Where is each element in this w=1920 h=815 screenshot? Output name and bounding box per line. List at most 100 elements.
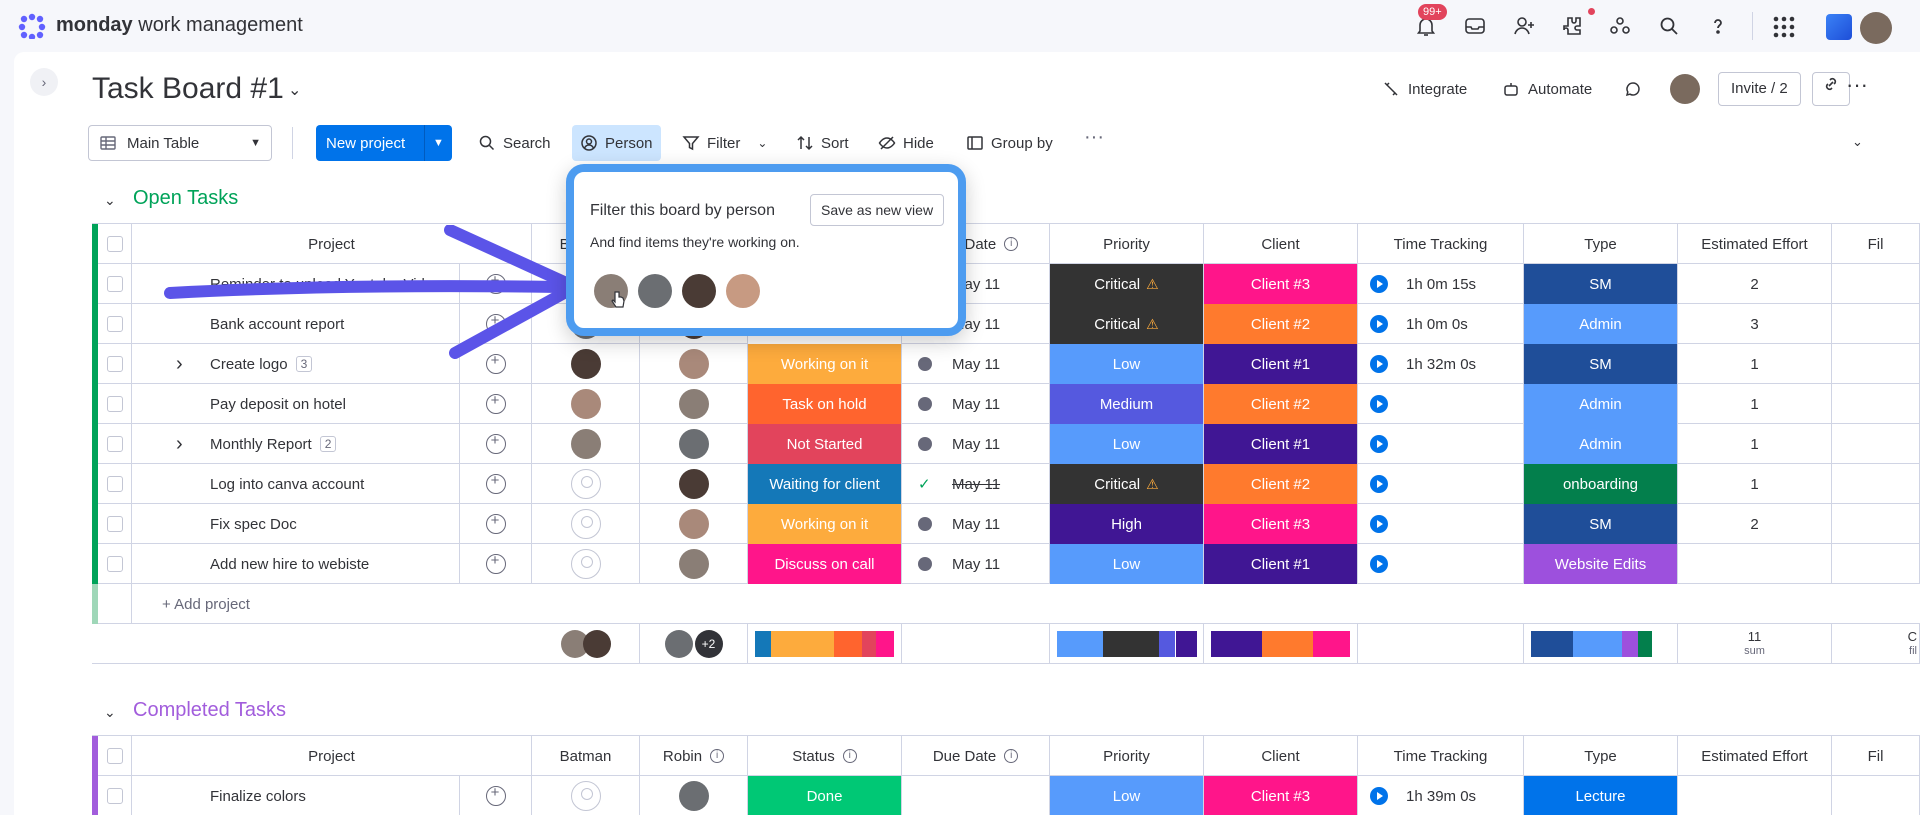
inbox-icon[interactable] <box>1463 14 1487 38</box>
effort-cell[interactable] <box>1678 776 1832 815</box>
time-tracking-cell[interactable] <box>1358 424 1524 464</box>
project-cell[interactable]: Fix spec Doc <box>132 504 460 544</box>
row-checkbox[interactable] <box>106 356 123 372</box>
play-timer-icon[interactable] <box>1370 275 1388 293</box>
project-name[interactable]: Finalize colors <box>210 787 306 805</box>
person-avatar-3[interactable] <box>682 274 716 308</box>
play-timer-icon[interactable] <box>1370 355 1388 373</box>
priority-cell[interactable]: Low <box>1050 776 1204 815</box>
files-cell[interactable] <box>1832 464 1920 504</box>
batman-avatar[interactable] <box>570 349 601 379</box>
effort-cell[interactable]: 2 <box>1678 504 1832 544</box>
client-cell[interactable]: Client #1 <box>1204 424 1358 464</box>
new-project-button[interactable]: New project ▼ <box>316 125 452 161</box>
select-all-checkbox[interactable] <box>106 236 123 252</box>
batman-empty-avatar-icon[interactable] <box>570 781 601 811</box>
type-header-cell[interactable]: Type <box>1524 736 1678 776</box>
client-cell[interactable]: Client #3 <box>1204 776 1358 815</box>
effort-cell[interactable]: 1 <box>1678 464 1832 504</box>
play-timer-icon[interactable] <box>1370 395 1388 413</box>
robin-avatar[interactable] <box>678 781 709 811</box>
due-date-cell[interactable]: ✓ May 11 <box>902 464 1050 504</box>
due-date-cell[interactable]: May 11 <box>902 384 1050 424</box>
row-checkbox[interactable] <box>106 476 123 492</box>
effort-cell[interactable]: 2 <box>1678 264 1832 304</box>
type-cell[interactable]: onboarding <box>1524 464 1678 504</box>
user-avatar[interactable] <box>1860 12 1892 44</box>
copy-link-icon[interactable] <box>1812 72 1850 106</box>
row-checkbox[interactable] <box>106 276 123 292</box>
type-header-cell[interactable]: Type <box>1524 224 1678 264</box>
toolbar-more-icon[interactable]: ··· <box>1084 126 1104 148</box>
due-date-cell[interactable]: May 11 <box>902 544 1050 584</box>
marketplace-icon[interactable] <box>1608 14 1632 38</box>
search-icon[interactable] <box>1657 14 1681 38</box>
time-tracking-cell[interactable] <box>1358 464 1524 504</box>
effort-cell[interactable]: 1 <box>1678 384 1832 424</box>
main-table-view-select[interactable]: Main Table ▼ <box>88 125 272 161</box>
status-cell[interactable]: Not Started <box>748 424 902 464</box>
priority-cell[interactable]: Low <box>1050 424 1204 464</box>
info-icon[interactable]: i <box>842 749 857 763</box>
person-avatar-4[interactable] <box>726 274 760 308</box>
add-project-input[interactable]: + Add project <box>162 595 250 613</box>
row-checkbox[interactable] <box>106 396 123 412</box>
integrate-button[interactable]: Integrate <box>1382 80 1467 98</box>
add-update-icon[interactable] <box>485 472 506 494</box>
project-header-cell[interactable]: Project <box>132 224 532 264</box>
board-title[interactable]: Task Board #1 <box>92 72 284 105</box>
effort-cell[interactable]: 1 <box>1678 424 1832 464</box>
filter-chevron-icon[interactable]: ⌄ <box>757 136 768 150</box>
priority-cell[interactable]: Low <box>1050 544 1204 584</box>
client-header-cell[interactable]: Client <box>1204 224 1358 264</box>
board-more-icon[interactable]: ··· <box>1846 72 1868 97</box>
search-button[interactable]: Search <box>470 125 559 161</box>
files-cell[interactable] <box>1832 264 1920 304</box>
add-update-icon[interactable] <box>485 352 506 374</box>
open-group-chevron-icon[interactable]: ⌄ <box>104 192 116 208</box>
time-header-cell[interactable]: Time Tracking <box>1358 736 1524 776</box>
status-cell[interactable]: Working on it <box>748 504 902 544</box>
project-cell[interactable]: Log into canva account <box>132 464 460 504</box>
files-cell[interactable] <box>1832 544 1920 584</box>
project-name[interactable]: Pay deposit on hotel <box>210 395 346 413</box>
batman-avatar[interactable] <box>570 389 601 419</box>
project-cell[interactable]: › Monthly Report 2 <box>132 424 460 464</box>
files-cell[interactable] <box>1832 776 1920 815</box>
project-cell[interactable]: Bank account report <box>132 304 460 344</box>
batman-empty-avatar-icon[interactable] <box>570 469 601 499</box>
row-checkbox[interactable] <box>106 316 123 332</box>
info-icon[interactable]: i <box>1004 237 1019 251</box>
row-checkbox[interactable] <box>106 516 123 532</box>
type-cell[interactable]: Lecture <box>1524 776 1678 815</box>
files-cell[interactable] <box>1832 344 1920 384</box>
batman-empty-avatar-icon[interactable] <box>570 509 601 539</box>
robin-avatar[interactable] <box>678 549 709 579</box>
invite-members-icon[interactable] <box>1512 14 1536 38</box>
add-update-icon[interactable] <box>485 392 506 414</box>
project-name[interactable]: Monthly Report <box>210 435 312 453</box>
add-update-icon[interactable] <box>485 512 506 534</box>
time-tracking-cell[interactable]: 1h 0m 15s <box>1358 264 1524 304</box>
files-cell[interactable] <box>1832 504 1920 544</box>
robin-avatar[interactable] <box>678 349 709 379</box>
effort-cell[interactable] <box>1678 544 1832 584</box>
help-icon[interactable] <box>1706 14 1730 38</box>
add-update-icon[interactable] <box>485 784 506 806</box>
files-header-cell[interactable]: Fil <box>1832 224 1920 264</box>
client-cell[interactable]: Client #2 <box>1204 464 1358 504</box>
time-tracking-cell[interactable]: 1h 0m 0s <box>1358 304 1524 344</box>
batman-header-cell[interactable]: Batman <box>532 736 640 776</box>
board-owner-avatar[interactable] <box>1670 74 1700 104</box>
client-cell[interactable]: Client #2 <box>1204 384 1358 424</box>
status-cell[interactable]: Task on hold <box>748 384 902 424</box>
subitems-count[interactable]: 3 <box>295 356 313 372</box>
robin-avatar[interactable] <box>678 389 709 419</box>
batman-avatar[interactable] <box>570 429 601 459</box>
add-project-cell[interactable]: + Add project <box>132 584 1920 624</box>
sort-button[interactable]: Sort <box>788 125 857 161</box>
type-cell[interactable]: Admin <box>1524 424 1678 464</box>
time-header-cell[interactable]: Time Tracking <box>1358 224 1524 264</box>
robin-avatar[interactable] <box>678 469 709 499</box>
files-cell[interactable] <box>1832 304 1920 344</box>
